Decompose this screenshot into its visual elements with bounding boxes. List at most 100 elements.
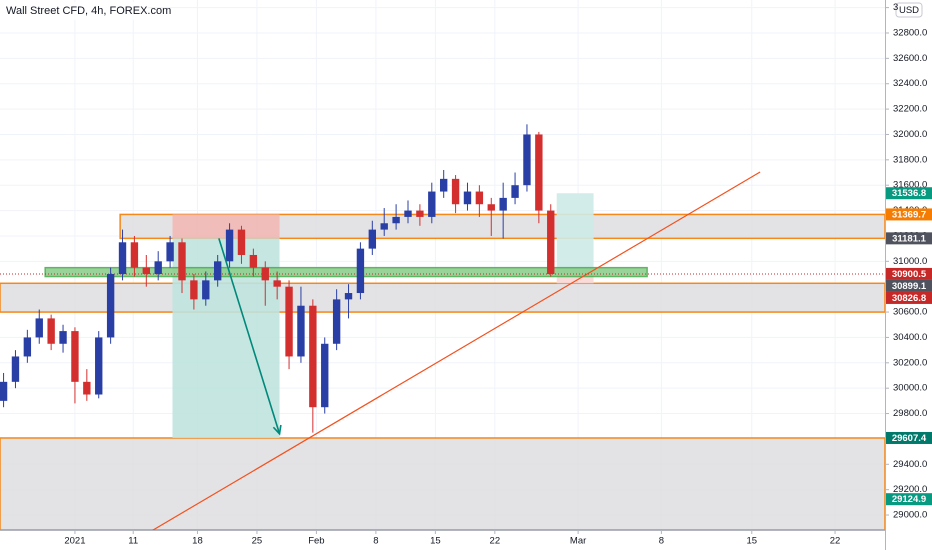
price-badge — [886, 187, 932, 200]
zone-box — [556, 273, 594, 284]
candle-body — [332, 299, 341, 344]
zone-box — [0, 437, 885, 530]
price-badge — [886, 267, 932, 280]
candle-body — [416, 210, 424, 217]
candle-body — [356, 248, 365, 294]
y-tick-label: 30200.0 — [893, 357, 927, 368]
y-tick-label: 31600.0 — [893, 180, 927, 191]
zone-box — [172, 214, 280, 239]
candle-body — [261, 267, 269, 281]
candle-body — [95, 337, 103, 395]
candle-body — [202, 280, 210, 300]
candle-body — [154, 261, 162, 275]
candle-body — [309, 305, 317, 408]
price-badge-label: 31536.8 — [892, 188, 926, 199]
y-tick-label: 32200.0 — [893, 104, 927, 115]
y-tick-label: 29800.0 — [893, 408, 927, 419]
candle-body — [380, 223, 388, 230]
candle-body — [11, 356, 20, 382]
candle-body — [440, 178, 448, 192]
trend-line — [151, 171, 761, 530]
x-tick-label: 2021 — [64, 536, 85, 547]
candle-body — [511, 185, 519, 198]
candle-body — [23, 337, 32, 357]
candle-body — [237, 229, 246, 255]
zone-box — [0, 282, 885, 313]
x-tick-label: 22 — [830, 536, 841, 547]
projection-arrow — [218, 238, 281, 435]
price-badge-label: 31369.7 — [892, 209, 926, 220]
price-badge-label: 29607.4 — [892, 433, 927, 444]
candle-body — [0, 381, 8, 401]
price-badge — [886, 279, 932, 292]
candle-body — [118, 242, 127, 275]
price-badge-label: 30899.1 — [892, 281, 927, 292]
candle-body — [344, 293, 353, 300]
candle-body — [428, 191, 436, 217]
candle-body — [547, 210, 555, 275]
candle-body — [213, 261, 222, 281]
candle-body — [249, 254, 258, 268]
candle-body — [273, 280, 281, 287]
candle-body — [475, 191, 484, 205]
x-tick-label: Mar — [570, 536, 586, 547]
candle-body — [392, 216, 400, 224]
price-badges: 31536.8 31369.7 31181.1 30900.530899.130826… — [886, 187, 932, 505]
y-tick-label: 30000.0 — [893, 383, 927, 394]
candle-body — [190, 280, 198, 300]
arrow-head — [272, 424, 282, 436]
chart-title: Wall Street CFD, 4h, FOREX.com — [6, 5, 171, 17]
price-badge-label: 30826.8 — [892, 293, 926, 304]
candle-body — [225, 229, 234, 262]
price-badge — [886, 232, 932, 245]
candle-body — [106, 274, 115, 338]
price-badge-label: 31181.1 — [892, 233, 927, 244]
x-tick-label: 25 — [252, 536, 263, 547]
x-tick-label: Feb — [308, 536, 324, 547]
x-tick-label: 15 — [746, 536, 757, 547]
y-tick-label: 30400.0 — [893, 332, 927, 343]
candle-body — [297, 305, 305, 357]
candle-body — [130, 242, 139, 268]
candle-body — [35, 318, 43, 338]
plot-area — [0, 0, 885, 530]
candle-body — [285, 286, 293, 357]
title-backdrop — [0, 2, 148, 20]
y-tick-label: 32400.0 — [893, 78, 927, 89]
price-badge-label: 29124.9 — [892, 494, 926, 505]
y-tick-label: 31000.0 — [893, 256, 927, 267]
price-badge — [886, 431, 932, 444]
currency-badge[interactable] — [895, 2, 923, 18]
currency-label[interactable]: USD — [899, 5, 919, 16]
y-tick-label: 29400.0 — [893, 459, 927, 470]
candle-body — [142, 267, 150, 275]
candle-body — [487, 204, 495, 211]
candle-body — [535, 134, 543, 211]
candle-body — [59, 331, 67, 344]
candle-body — [368, 229, 377, 249]
x-tick-label: 18 — [192, 536, 203, 547]
y-tick-label: 32000.0 — [893, 129, 927, 140]
candle-body — [83, 381, 91, 395]
y-tick-label: 32600.0 — [893, 53, 927, 64]
y-tick-label: 31800.0 — [893, 154, 927, 165]
x-tick-label: 11 — [128, 536, 138, 547]
x-tick-label: 15 — [430, 536, 441, 547]
y-tick-label: 29000.0 — [893, 510, 927, 521]
price-badge-label: 30900.5 — [892, 269, 927, 280]
y-tick-label: 29200.0 — [893, 484, 927, 495]
x-tick-label: 22 — [490, 536, 501, 547]
candle-body — [523, 134, 531, 186]
candle-body — [71, 331, 79, 382]
candle-body — [499, 197, 507, 211]
candle-body — [321, 343, 329, 408]
zone-box — [44, 266, 648, 278]
y-tick-label: 32800.0 — [893, 27, 927, 38]
candle-body — [47, 318, 55, 344]
y-tick-label: 3 — [893, 2, 898, 13]
zone-box — [119, 213, 885, 240]
y-tick-label: 30600.0 — [893, 307, 927, 318]
x-tick-label: 8 — [659, 536, 664, 547]
candle-body — [166, 242, 174, 262]
